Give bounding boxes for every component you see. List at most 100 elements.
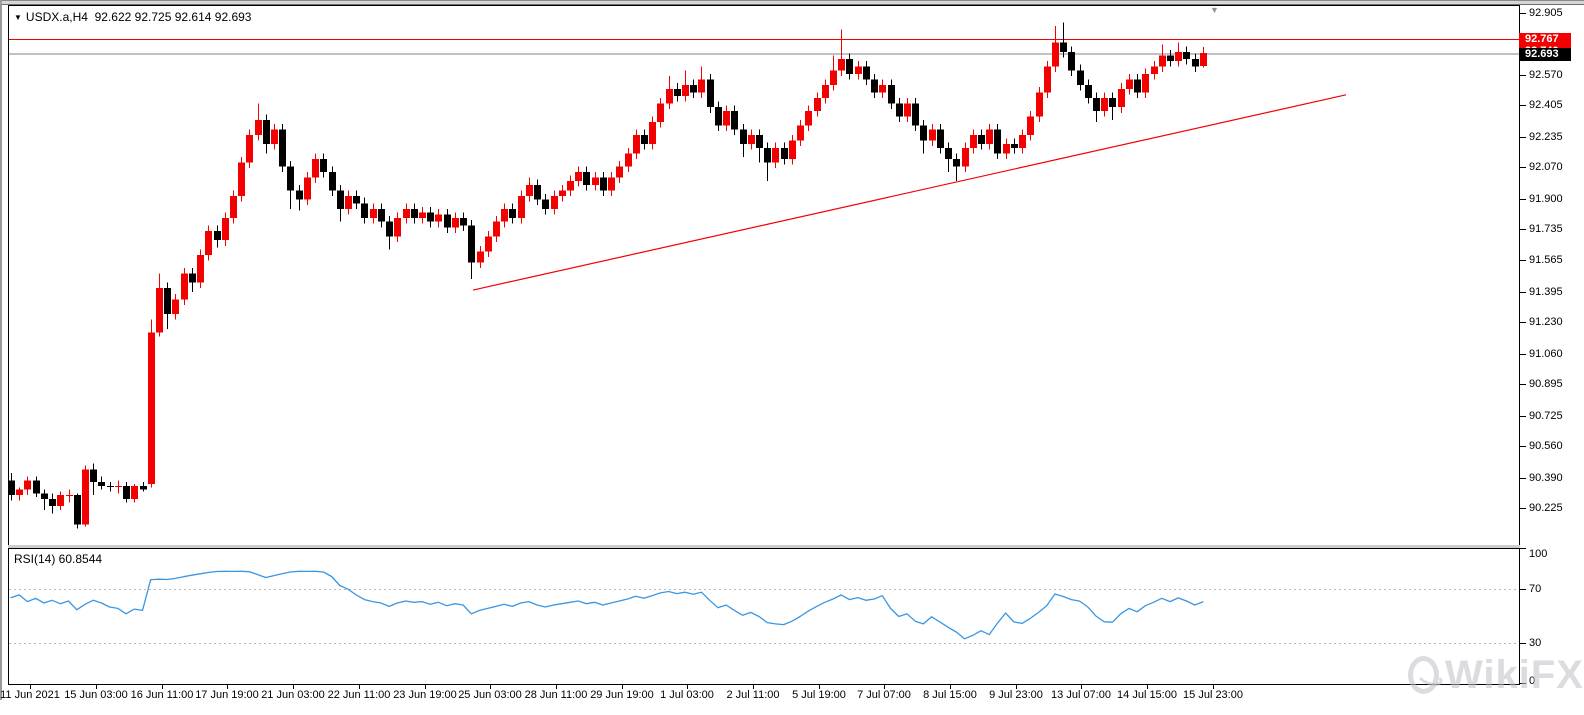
- candle: [361, 203, 368, 219]
- candle: [871, 79, 878, 93]
- rsi-chart: [9, 570, 1519, 644]
- candle: [534, 184, 541, 200]
- price-tick-label: 92.235: [1529, 130, 1563, 143]
- time-tick-label[interactable]: 15 Jun 03:00: [64, 689, 128, 701]
- candle: [419, 212, 426, 219]
- candle: [181, 273, 188, 300]
- rsi-tick-label: 0: [1529, 675, 1536, 687]
- time-tick-label[interactable]: 29 Jun 19:00: [590, 689, 654, 701]
- candle: [378, 208, 385, 222]
- time-tick-label[interactable]: 11 Jun 2021: [0, 689, 60, 701]
- time-tick: [622, 685, 623, 689]
- time-tick-label[interactable]: 23 Jun 19:00: [393, 689, 457, 701]
- time-axis[interactable]: 11 Jun 2021 15 Jun 03:00 16 Jun 11:00 17 Ju…: [0, 684, 1584, 704]
- rsi-line: [10, 570, 1204, 640]
- candle: [879, 85, 886, 93]
- time-tick-label[interactable]: 22 Jun 11:00: [327, 689, 391, 701]
- trendline[interactable]: [472, 94, 1347, 291]
- candle: [16, 489, 23, 496]
- candle: [912, 103, 919, 126]
- time-tick-label[interactable]: 8 Jul 15:00: [923, 689, 977, 701]
- ohlc-low: 92.614: [174, 10, 212, 24]
- price-tick: [1520, 167, 1526, 168]
- candlestick-chart[interactable]: [9, 6, 1519, 545]
- price-tick-label: 92.570: [1529, 68, 1563, 81]
- candle: [764, 147, 771, 163]
- symbol-label: USDX.a,H4: [25, 10, 88, 24]
- time-tick-label[interactable]: 25 Jun 03:00: [458, 689, 522, 701]
- price-tick-label: 90.725: [1529, 409, 1563, 422]
- candle: [1101, 97, 1108, 111]
- candle: [945, 147, 952, 159]
- price-tick-label: 90.390: [1529, 471, 1563, 484]
- price-tick-label: 91.735: [1529, 223, 1563, 236]
- time-tick: [1213, 685, 1214, 689]
- candle: [263, 120, 270, 145]
- candle: [1126, 79, 1133, 89]
- candle: [1068, 51, 1075, 71]
- time-tick-label[interactable]: 21 Jun 03:00: [261, 689, 325, 701]
- candle: [386, 221, 393, 237]
- time-tick-label[interactable]: 7 Jul 07:00: [857, 689, 911, 701]
- candle: [230, 195, 237, 219]
- candle: [657, 103, 664, 123]
- price-tick: [1520, 199, 1526, 200]
- candle: [1085, 85, 1092, 98]
- candle: [1052, 42, 1059, 67]
- collapse-icon[interactable]: ▼: [14, 13, 22, 22]
- candle: [140, 485, 147, 490]
- pane-separator[interactable]: [8, 545, 1520, 548]
- price-tick-label: 91.565: [1529, 254, 1563, 267]
- candle: [312, 158, 319, 178]
- time-tick-label[interactable]: 1 Jul 03:00: [660, 689, 714, 701]
- candle: [477, 251, 484, 263]
- candle: [394, 218, 401, 237]
- time-tick-label[interactable]: 9 Jul 23:00: [989, 689, 1043, 701]
- price-axis[interactable]: 92.90592.74092.57092.40592.23592.07091.9…: [1519, 0, 1584, 705]
- candle: [830, 70, 837, 86]
- candle: [287, 166, 294, 191]
- price-tick: [1520, 292, 1526, 293]
- time-tick: [227, 685, 228, 689]
- time-tick-label[interactable]: 16 Jun 11:00: [130, 689, 194, 701]
- time-tick-label[interactable]: 17 Jun 19:00: [195, 689, 259, 701]
- candle: [633, 134, 640, 154]
- time-tick-label[interactable]: 15 Jul 23:00: [1183, 689, 1243, 701]
- candle: [222, 218, 229, 241]
- rsi-pane[interactable]: RSI(14) 60.8544: [8, 548, 1520, 685]
- time-tick-label[interactable]: 14 Jul 15:00: [1117, 689, 1177, 701]
- time-tick-label[interactable]: 2 Jul 11:00: [726, 689, 780, 701]
- price-pane[interactable]: ▼ USDX.a,H4 92.622 92.725 92.614 92.693: [8, 5, 1520, 546]
- candle: [164, 288, 171, 315]
- candle: [1093, 97, 1100, 111]
- candle: [156, 288, 163, 333]
- time-tick-label[interactable]: 5 Jul 19:00: [792, 689, 846, 701]
- candle: [838, 59, 845, 71]
- candle: [559, 190, 566, 196]
- candle: [855, 66, 862, 74]
- candle: [1183, 51, 1190, 60]
- candle: [682, 85, 689, 97]
- candle: [1200, 53, 1207, 67]
- candle: [1109, 97, 1116, 108]
- ohlc-open: 92.622: [94, 10, 132, 24]
- candle: [970, 134, 977, 148]
- chart-shift-icon[interactable]: ▼: [1210, 5, 1219, 15]
- price-tick: [1520, 384, 1526, 385]
- candle: [781, 147, 788, 159]
- candle: [772, 147, 779, 163]
- time-tick-label[interactable]: 28 Jun 11:00: [524, 689, 588, 701]
- candle: [370, 208, 377, 219]
- candle: [929, 129, 936, 141]
- candle: [90, 469, 97, 483]
- candle: [148, 332, 155, 485]
- time-tick-label[interactable]: 13 Jul 07:00: [1051, 689, 1111, 701]
- rsi-tick-label: 70: [1529, 582, 1542, 595]
- price-tick-label: 91.900: [1529, 192, 1563, 205]
- price-tick: [1520, 322, 1526, 323]
- price-tick-label: 90.225: [1529, 501, 1563, 514]
- rsi-tick: [1520, 643, 1526, 644]
- candle: [1027, 116, 1034, 135]
- time-tick: [1081, 685, 1082, 689]
